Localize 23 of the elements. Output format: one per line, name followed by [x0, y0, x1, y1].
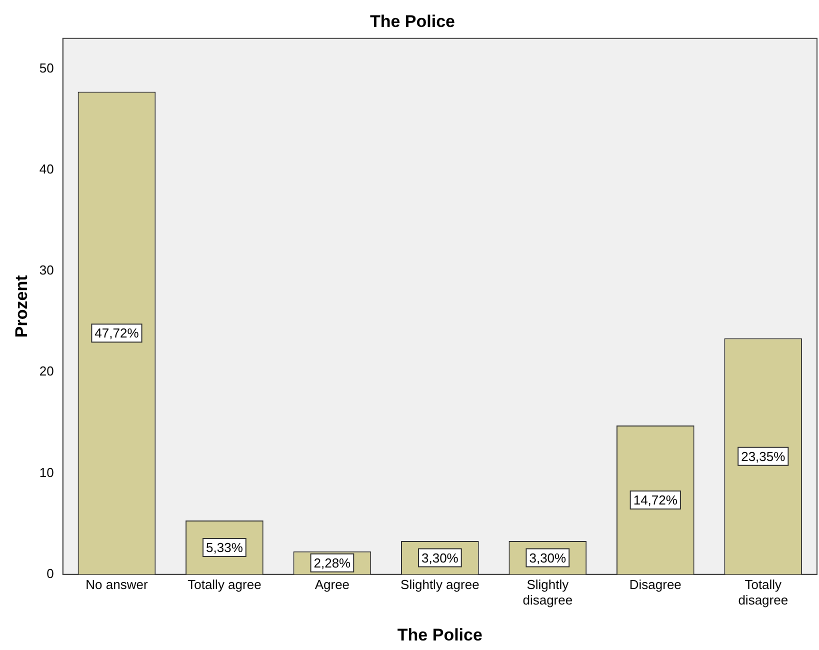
data-label: 5,33% — [206, 540, 244, 556]
y-tick-label: 40 — [39, 161, 54, 176]
x-tick-label: Totally agree — [188, 576, 262, 592]
data-label: 3,30% — [421, 550, 459, 566]
data-label: 3,30% — [529, 550, 567, 566]
x-tick-label: Totally disagree — [738, 576, 788, 608]
y-tick-label: 0 — [46, 566, 54, 581]
y-axis-title: Prozent — [12, 274, 31, 338]
chart-title: The Police — [370, 12, 456, 31]
data-label: 23,35% — [741, 448, 786, 464]
y-tick-label: 10 — [39, 464, 54, 480]
data-label: 47,72% — [94, 326, 140, 341]
data-label: 2,28% — [314, 555, 352, 570]
y-tick-label: 30 — [39, 262, 54, 278]
x-tick-label: Disagree — [629, 576, 682, 592]
data-label: 14,72% — [633, 492, 678, 508]
x-tick-label: Agree — [314, 576, 350, 592]
x-tick-label: No answer — [86, 576, 148, 592]
y-tick-label: 50 — [39, 60, 54, 76]
x-axis-title: The Police — [397, 625, 482, 644]
x-tick-label: Slightly agree — [400, 576, 480, 592]
x-tick-label: Slightly disagree — [522, 576, 573, 608]
y-tick-label: 20 — [39, 364, 54, 379]
